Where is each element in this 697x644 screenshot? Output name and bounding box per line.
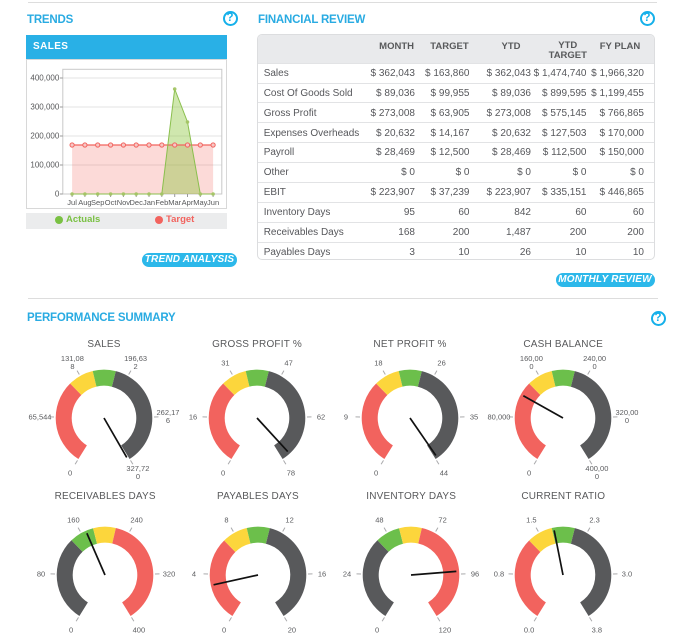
svg-text:80: 80 bbox=[37, 569, 45, 578]
svg-text:18: 18 bbox=[374, 358, 382, 367]
svg-text:400: 400 bbox=[133, 625, 146, 634]
svg-text:Aug: Aug bbox=[78, 198, 91, 207]
svg-text:0: 0 bbox=[530, 361, 534, 370]
svg-text:2: 2 bbox=[134, 361, 138, 370]
svg-text:0: 0 bbox=[593, 361, 597, 370]
svg-text:4: 4 bbox=[192, 569, 196, 578]
svg-text:Sep: Sep bbox=[91, 198, 104, 207]
svg-text:0: 0 bbox=[374, 468, 378, 477]
svg-text:3.8: 3.8 bbox=[592, 625, 602, 634]
svg-text:196,63: 196,63 bbox=[124, 353, 147, 362]
svg-text:0.0: 0.0 bbox=[524, 625, 534, 634]
svg-text:Nov: Nov bbox=[117, 198, 131, 207]
svg-text:0: 0 bbox=[375, 625, 379, 634]
svg-text:Dec: Dec bbox=[130, 198, 144, 207]
svg-text:48: 48 bbox=[375, 515, 383, 524]
svg-text:24: 24 bbox=[343, 569, 351, 578]
svg-text:100,000: 100,000 bbox=[30, 160, 59, 169]
svg-text:0: 0 bbox=[625, 416, 629, 425]
svg-text:16: 16 bbox=[189, 412, 197, 421]
svg-text:8: 8 bbox=[224, 515, 228, 524]
svg-text:20: 20 bbox=[288, 625, 296, 634]
svg-text:400,00: 400,00 bbox=[586, 463, 609, 472]
svg-text:6: 6 bbox=[166, 416, 170, 425]
svg-text:Jul: Jul bbox=[67, 198, 77, 207]
svg-text:327,72: 327,72 bbox=[126, 463, 149, 472]
svg-text:0: 0 bbox=[136, 471, 140, 480]
svg-text:120: 120 bbox=[439, 625, 452, 634]
svg-text:96: 96 bbox=[471, 569, 479, 578]
svg-text:0: 0 bbox=[68, 468, 72, 477]
svg-text:72: 72 bbox=[439, 515, 447, 524]
svg-text:320,00: 320,00 bbox=[616, 408, 639, 417]
svg-text:3.0: 3.0 bbox=[622, 569, 632, 578]
svg-text:1.5: 1.5 bbox=[526, 515, 536, 524]
svg-text:62: 62 bbox=[317, 412, 325, 421]
svg-text:0: 0 bbox=[595, 471, 599, 480]
svg-text:0: 0 bbox=[55, 189, 60, 198]
svg-text:240,00: 240,00 bbox=[583, 353, 606, 362]
svg-text:240: 240 bbox=[131, 515, 144, 524]
svg-text:Feb: Feb bbox=[155, 198, 168, 207]
svg-text:Jan: Jan bbox=[143, 198, 155, 207]
svg-text:200,000: 200,000 bbox=[30, 131, 59, 140]
svg-text:160: 160 bbox=[67, 515, 80, 524]
svg-text:131,08: 131,08 bbox=[61, 353, 84, 362]
svg-text:26: 26 bbox=[437, 358, 445, 367]
svg-text:35: 35 bbox=[470, 412, 478, 421]
svg-text:0.8: 0.8 bbox=[494, 569, 504, 578]
svg-text:300,000: 300,000 bbox=[30, 102, 59, 111]
svg-text:0: 0 bbox=[69, 625, 73, 634]
svg-text:May: May bbox=[193, 198, 207, 207]
svg-text:0: 0 bbox=[221, 468, 225, 477]
svg-text:0: 0 bbox=[527, 468, 531, 477]
svg-text:Oct: Oct bbox=[105, 198, 118, 207]
svg-text:160,00: 160,00 bbox=[520, 353, 543, 362]
svg-text:9: 9 bbox=[344, 412, 348, 421]
svg-text:Apr: Apr bbox=[182, 198, 194, 207]
svg-text:80,000: 80,000 bbox=[488, 412, 511, 421]
svg-text:320: 320 bbox=[163, 569, 176, 578]
svg-text:8: 8 bbox=[70, 361, 74, 370]
svg-text:16: 16 bbox=[318, 569, 326, 578]
svg-text:400,000: 400,000 bbox=[30, 73, 59, 82]
svg-text:Jun: Jun bbox=[207, 198, 219, 207]
svg-text:47: 47 bbox=[284, 358, 292, 367]
svg-text:2.3: 2.3 bbox=[590, 515, 600, 524]
svg-text:65,544: 65,544 bbox=[29, 412, 52, 421]
svg-text:Mar: Mar bbox=[168, 198, 181, 207]
svg-text:262,17: 262,17 bbox=[157, 408, 180, 417]
svg-text:44: 44 bbox=[440, 468, 448, 477]
svg-text:0: 0 bbox=[222, 625, 226, 634]
svg-text:12: 12 bbox=[285, 515, 293, 524]
svg-text:31: 31 bbox=[221, 358, 229, 367]
svg-text:78: 78 bbox=[287, 468, 295, 477]
